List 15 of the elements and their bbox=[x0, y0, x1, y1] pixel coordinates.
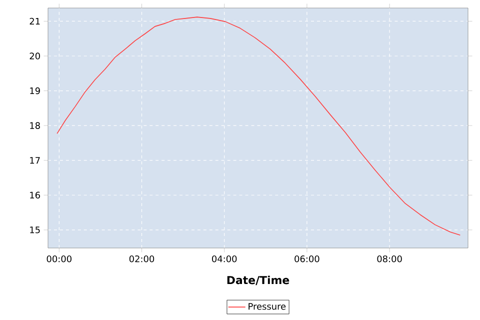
x-axis-title: Date/Time bbox=[227, 276, 290, 286]
y-tick-label: 15 bbox=[30, 226, 40, 234]
line-series bbox=[56, 16, 461, 236]
x-tick-label: 00:00 bbox=[46, 255, 72, 262]
y-tick-label: 17 bbox=[30, 157, 40, 164]
y-tick-label: 20 bbox=[30, 52, 40, 60]
x-tick-label: 04:00 bbox=[212, 255, 237, 262]
x-tick-label: 08:00 bbox=[377, 255, 402, 262]
x-tick-label: 02:00 bbox=[129, 255, 154, 262]
y-tick-label: 19 bbox=[30, 87, 40, 94]
y-tick-label: 16 bbox=[30, 192, 40, 199]
x-tick-label: 06:00 bbox=[294, 255, 320, 262]
legend-label: Pressure bbox=[248, 303, 286, 310]
y-tick-label: 21 bbox=[30, 18, 40, 25]
y-tick-label: 18 bbox=[30, 122, 40, 129]
